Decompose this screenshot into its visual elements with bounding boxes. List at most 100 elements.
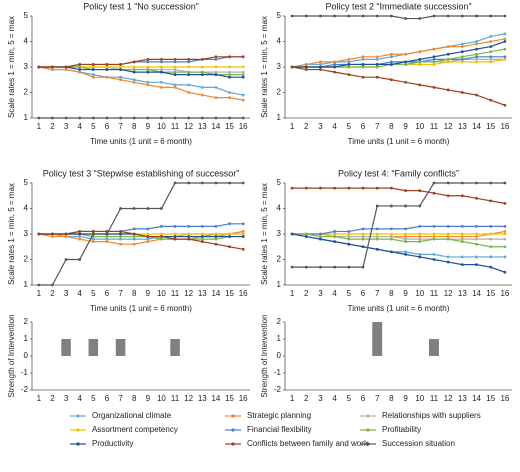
point (390, 186, 393, 190)
point (78, 232, 82, 236)
point (200, 237, 204, 241)
x-tick-label: 13 (198, 289, 207, 298)
series-line (292, 182, 505, 268)
point (51, 283, 54, 287)
point (78, 68, 82, 71)
point (241, 98, 245, 102)
point (132, 207, 136, 210)
point (105, 235, 109, 238)
x-tick-label: 4 (332, 122, 337, 131)
point (146, 207, 150, 210)
x-tick-label: 2 (304, 394, 309, 403)
point (119, 68, 122, 71)
point (347, 242, 351, 246)
x-tick-label: 7 (375, 122, 380, 131)
point (446, 14, 450, 18)
point (160, 232, 163, 236)
point (200, 65, 204, 69)
point (200, 181, 204, 185)
series-line (38, 56, 244, 68)
point (214, 57, 218, 61)
x-tick-label: 5 (347, 122, 352, 131)
point (404, 189, 407, 193)
x-tick-label: 3 (318, 122, 323, 131)
point (333, 70, 337, 74)
y-axis-title: Scale rates 1 = min, 5 = max (7, 183, 16, 285)
point (475, 263, 478, 266)
point (503, 230, 507, 233)
point (160, 86, 163, 89)
series-line (38, 223, 244, 235)
point (347, 57, 351, 61)
x-tick-label: 7 (118, 289, 123, 298)
point (132, 80, 136, 84)
y-tick-label: 2 (24, 317, 29, 326)
point (404, 60, 407, 64)
series-line (38, 66, 244, 96)
point (290, 232, 294, 236)
point (173, 181, 177, 185)
point (390, 235, 393, 238)
y-tick-label: 1 (277, 113, 282, 122)
y-tick-label: 3 (277, 62, 282, 71)
point (91, 232, 95, 236)
point (460, 181, 464, 185)
y-axis-title: Scale rates 1 = min, 5 = max (7, 16, 16, 118)
point (333, 265, 337, 269)
x-tick-label: 13 (198, 394, 207, 403)
point (173, 224, 177, 228)
point (446, 57, 450, 61)
point (200, 232, 204, 236)
point (173, 57, 177, 61)
point (200, 116, 204, 120)
series-line (292, 15, 505, 20)
x-tick-label: 12 (184, 122, 193, 131)
x-tick-label: 1 (290, 289, 295, 298)
point (146, 83, 150, 87)
x-tick-label: 7 (118, 122, 123, 131)
point (432, 60, 436, 64)
y-tick-label: 5 (277, 11, 282, 20)
point (475, 57, 478, 61)
point (446, 45, 450, 48)
point (390, 232, 393, 236)
point (105, 68, 109, 71)
point (51, 68, 54, 71)
point (214, 96, 218, 99)
point (91, 116, 95, 120)
legend-swatch-dot (231, 442, 235, 446)
x-tick-label: 9 (146, 289, 151, 298)
point (241, 55, 245, 59)
point (91, 240, 95, 244)
point (347, 237, 351, 241)
point (304, 235, 308, 238)
point (160, 224, 163, 228)
legend-label: Succession situation (382, 439, 455, 448)
legend-label: Profitability (382, 425, 421, 434)
point (347, 265, 351, 269)
point (418, 204, 422, 208)
point (418, 17, 422, 20)
point (187, 224, 191, 228)
series-line (292, 233, 505, 240)
legend-swatch-dot (231, 414, 235, 418)
point (333, 230, 337, 233)
point (361, 232, 365, 236)
point (241, 70, 245, 74)
point (503, 103, 507, 107)
point (404, 80, 407, 84)
point (475, 55, 478, 59)
point (418, 253, 422, 256)
series-line (292, 225, 505, 235)
point (200, 73, 204, 77)
point (503, 224, 507, 228)
x-tick-label: 11 (430, 394, 439, 403)
point (432, 63, 436, 66)
point (347, 63, 351, 66)
y-tick-label: -1 (21, 368, 29, 377)
point (91, 68, 95, 71)
x-axis-title: Time units (1 unit = 6 month) (90, 137, 192, 146)
point (160, 116, 163, 120)
point (91, 65, 95, 69)
